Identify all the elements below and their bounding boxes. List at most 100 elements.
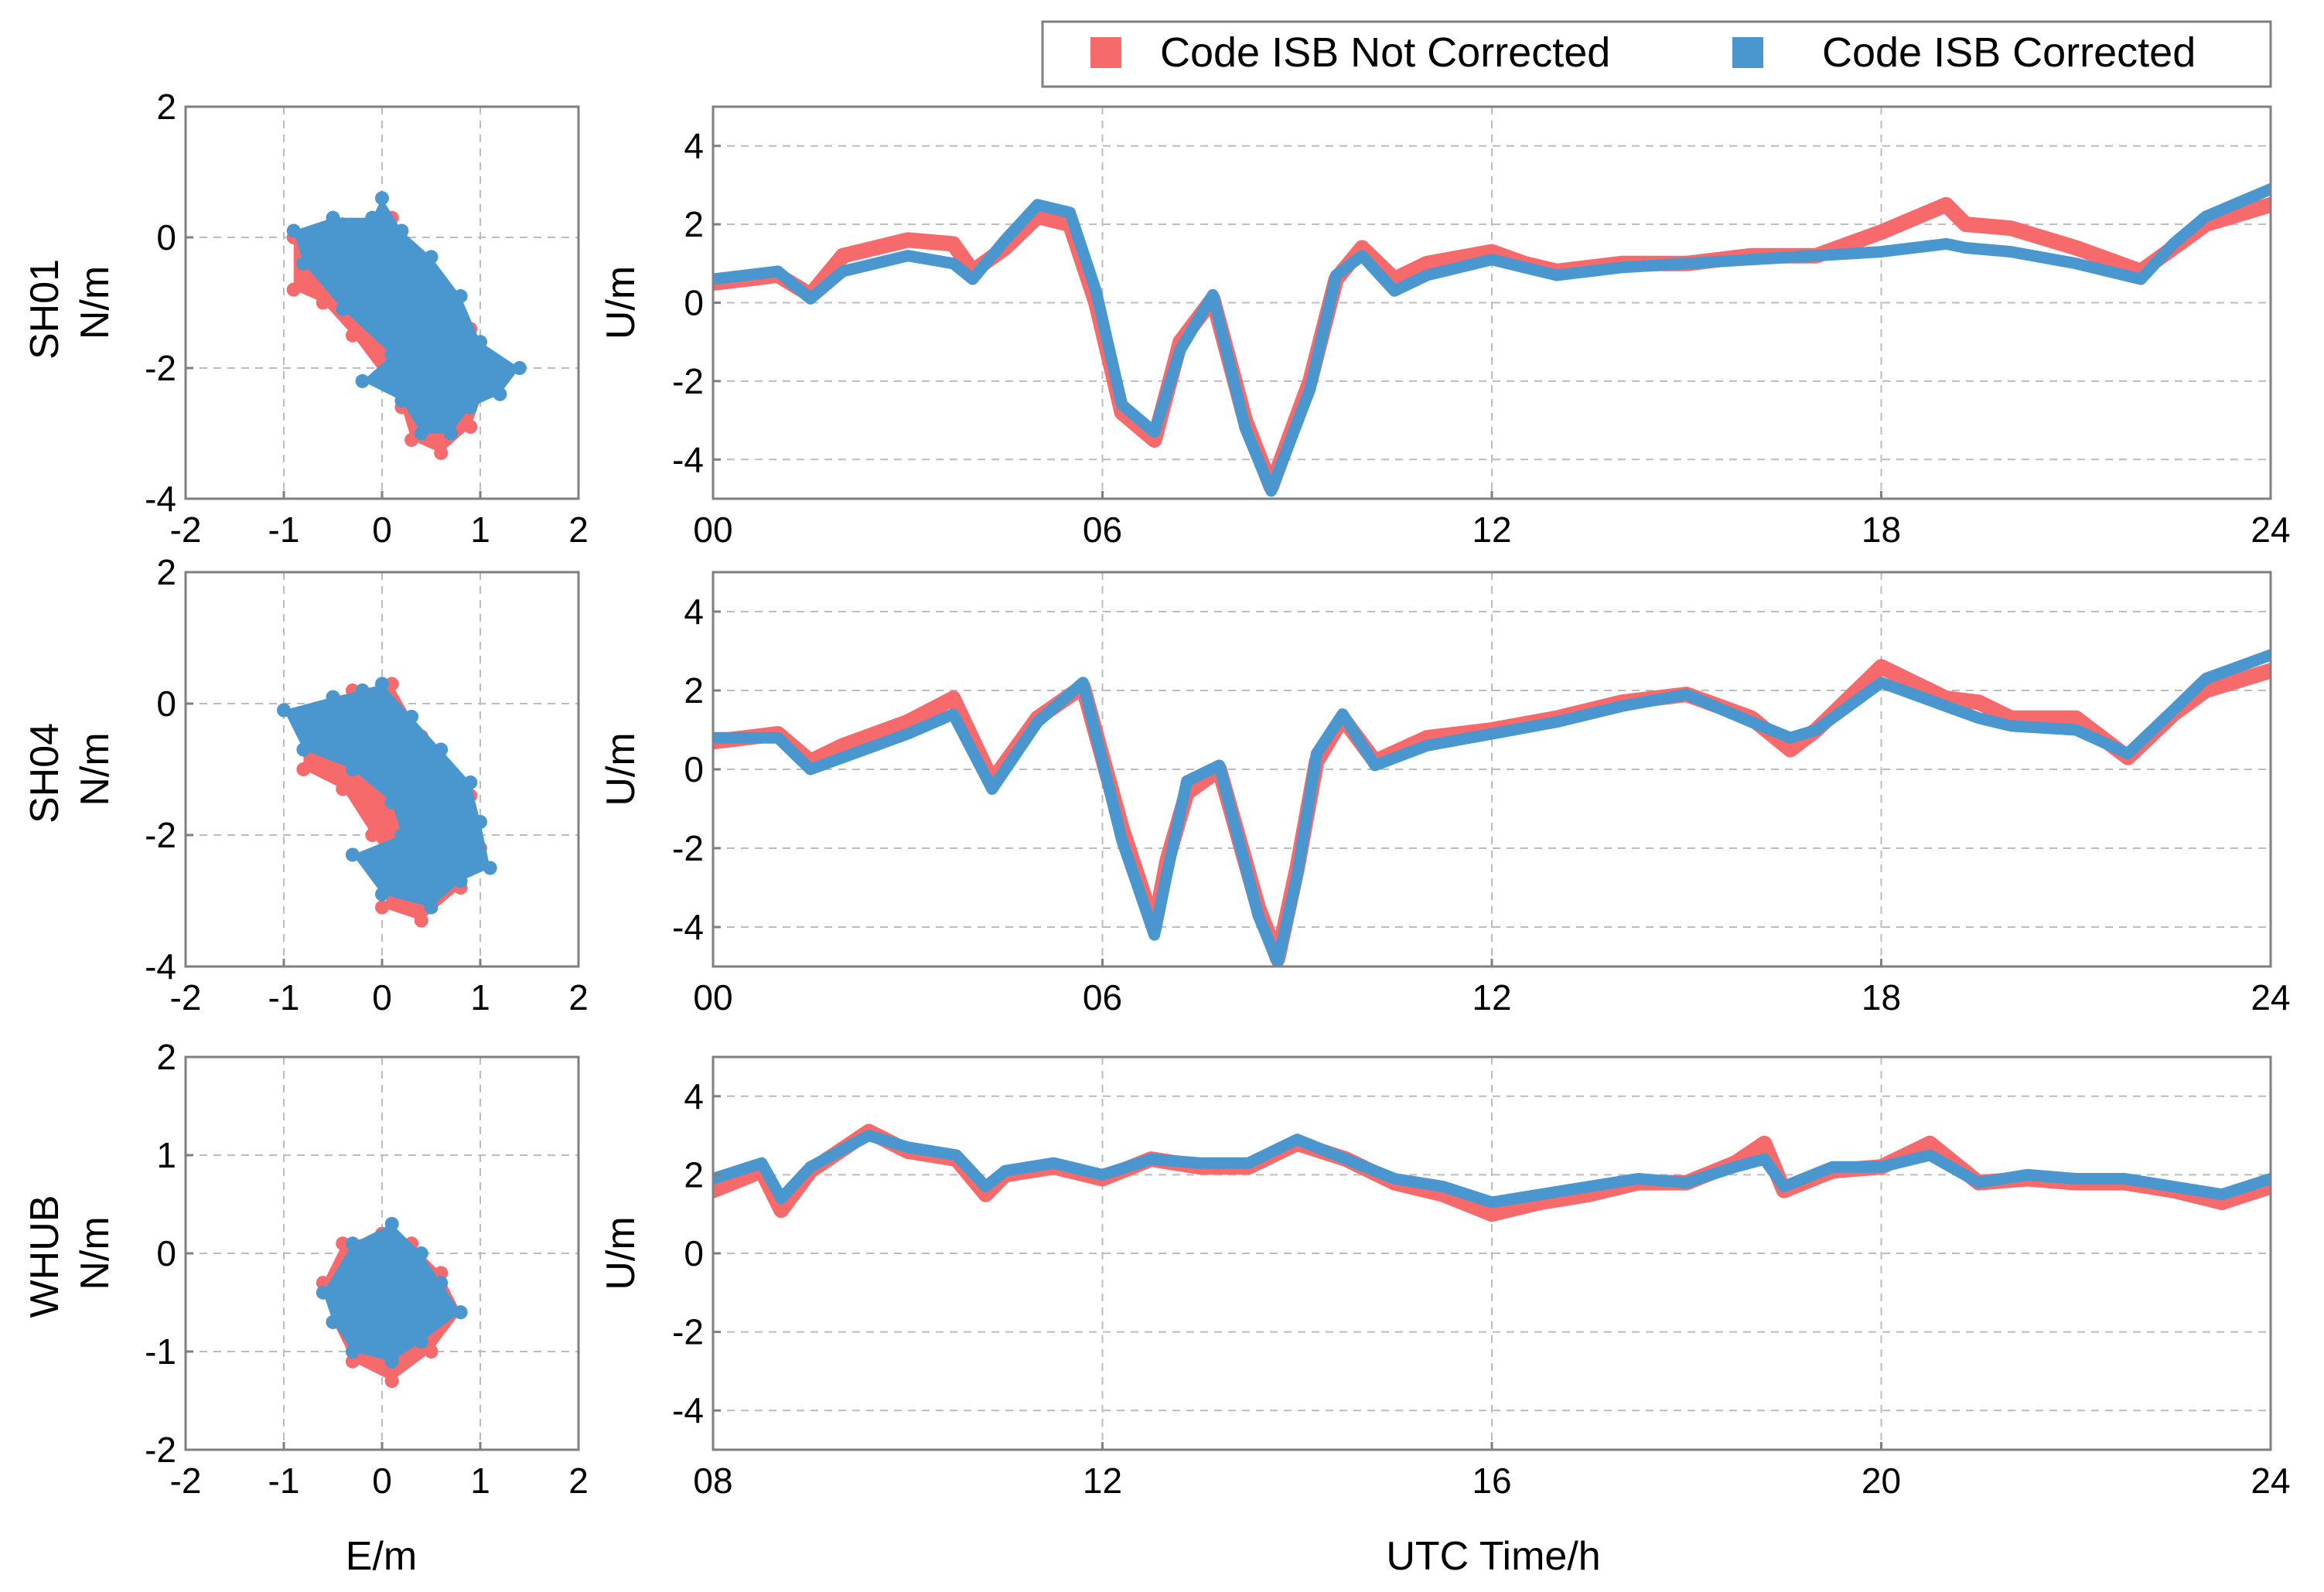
scatter-point-corrected: [453, 874, 468, 888]
scatter-point-not-corrected: [345, 328, 360, 343]
scatter-point-corrected: [345, 1345, 360, 1358]
scatter-point-not-corrected: [404, 432, 419, 447]
scatter-point-not-corrected: [316, 295, 330, 310]
x-tick-label: 12: [1083, 1461, 1122, 1501]
plot-area: [316, 1216, 468, 1389]
x-tick-label: 06: [1083, 510, 1122, 550]
scatter-point-not-corrected: [336, 1236, 350, 1251]
scatter-point-corrected: [443, 426, 458, 441]
scatter-point-corrected: [296, 256, 311, 271]
x-tick-label: -2: [170, 977, 202, 1018]
x-tick-label: 24: [2251, 977, 2290, 1018]
scatter-point-corrected: [336, 302, 350, 316]
series-line-corrected: [713, 1130, 2271, 1208]
y-tick-label: 2: [684, 204, 704, 244]
x-tick-label: 18: [1862, 510, 1901, 550]
x-tick-label: 24: [2251, 510, 2290, 550]
scatter-point-corrected: [394, 828, 409, 842]
scatter-point-corrected: [404, 710, 419, 724]
x-tick-label: 2: [568, 1461, 589, 1501]
x-tick-label: 20: [1862, 1461, 1901, 1501]
scatter-point-not-corrected: [365, 828, 380, 842]
scatter-point-not-corrected: [463, 420, 478, 435]
scatter-point-not-corrected: [336, 782, 350, 796]
plot-area: [277, 677, 497, 928]
scatter-point-corrected: [394, 394, 409, 408]
y-tick-label: -4: [672, 1390, 704, 1430]
legend-label-corrected: Code ISB Corrected: [1822, 29, 2196, 76]
y-tick-label: -2: [145, 1430, 176, 1470]
scatter-point-not-corrected: [434, 445, 449, 460]
y-tick-label: 2: [684, 1154, 704, 1195]
scatter-point-corrected: [414, 426, 428, 441]
legend-swatch-not-corrected: [1090, 37, 1121, 68]
scatter-point-corrected: [483, 861, 497, 875]
y-tick-label: 0: [156, 1233, 176, 1273]
y-tick-label: 4: [684, 1076, 704, 1116]
y-tick-label: -4: [672, 907, 704, 947]
scatter-point-corrected: [512, 361, 527, 375]
x-tick-label: 12: [1472, 977, 1511, 1018]
scatter-cloud-corrected: [322, 1223, 461, 1362]
y-tick-label: 1: [156, 1135, 176, 1175]
y-axis-label: U/m: [599, 266, 643, 339]
y-tick-label: -2: [145, 815, 176, 855]
scatter-point-not-corrected: [345, 1354, 360, 1369]
scatter-point-corrected: [355, 684, 370, 697]
scatter-point-corrected: [326, 210, 340, 225]
scatter-point-corrected: [493, 387, 507, 401]
legend-label-not-corrected: Code ISB Not Corrected: [1160, 29, 1610, 76]
scatter-point-corrected: [345, 1236, 360, 1251]
scatter-point-corrected: [384, 1216, 399, 1231]
legend-swatch-corrected: [1732, 37, 1763, 68]
y-tick-label: 0: [684, 749, 704, 789]
legend-box: [1041, 20, 2272, 88]
x-tick-label: 1: [470, 1461, 490, 1501]
x-tick-label: 18: [1862, 977, 1901, 1018]
x-tick-label: -2: [170, 510, 202, 550]
y-tick-label: -2: [145, 348, 176, 388]
y-tick-label: 2: [156, 1037, 176, 1077]
y-tick-label: -2: [672, 828, 704, 868]
x-tick-label: 1: [470, 977, 490, 1018]
y-tick-label: 0: [156, 684, 176, 724]
x-tick-label: 0: [372, 977, 392, 1018]
y-tick-label: -1: [145, 1331, 176, 1372]
x-tick-label: 08: [693, 1461, 732, 1501]
scatter-point-corrected: [355, 373, 370, 388]
y-tick-label: 0: [684, 283, 704, 323]
y-axis-label: N/m: [73, 1216, 118, 1290]
y-tick-label: 2: [684, 670, 704, 711]
y-axis-label: N/m: [73, 732, 118, 806]
station-label-sh04: SH04: [22, 723, 67, 823]
y-tick-label: -2: [672, 1312, 704, 1352]
scatter-point-corrected: [453, 1305, 468, 1320]
scatter-point-corrected: [296, 742, 311, 757]
y-tick-label: 4: [684, 126, 704, 166]
x-tick-label: 0: [372, 510, 392, 550]
scatter-cloud-corrected: [293, 198, 520, 434]
plot-area: [713, 649, 2271, 966]
x-tick-label: 0: [372, 1461, 392, 1501]
xlabel-time: UTC Time/h: [1386, 1534, 1600, 1579]
x-tick-label: -1: [268, 1461, 300, 1501]
x-tick-label: 06: [1083, 977, 1122, 1018]
y-tick-label: -2: [672, 361, 704, 401]
series-line-corrected: [713, 183, 2271, 497]
x-tick-label: 12: [1472, 510, 1511, 550]
scatter-point-corrected: [375, 887, 389, 902]
x-tick-label: 1: [470, 510, 490, 550]
y-tick-label: -4: [145, 946, 176, 987]
station-label-whub: WHUB: [22, 1195, 67, 1318]
scatter-point-corrected: [286, 223, 301, 238]
scatter-point-corrected: [326, 690, 340, 704]
scatter-point-not-corrected: [424, 1345, 439, 1358]
y-tick-label: 0: [684, 1233, 704, 1273]
scatter-point-corrected: [414, 1246, 428, 1260]
scatter-point-corrected: [424, 250, 439, 264]
scatter-point-not-corrected: [286, 282, 301, 297]
scatter-cloud-corrected: [284, 684, 490, 908]
